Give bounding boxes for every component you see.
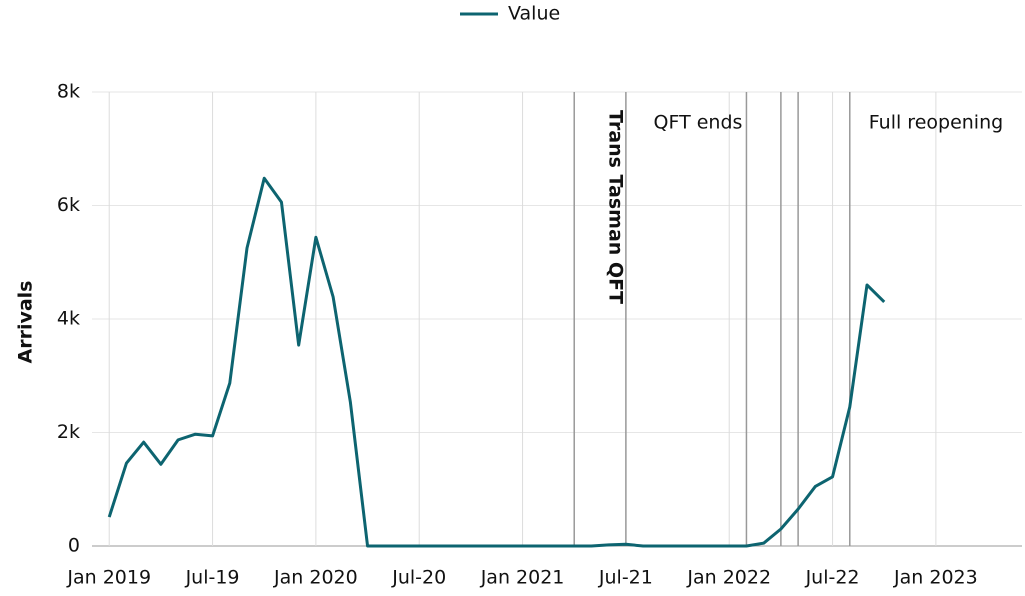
y-tick-label: 4k <box>57 308 80 330</box>
line-series <box>107 176 886 548</box>
y-tick-label: 0 <box>68 535 80 557</box>
y-tick-label: 2k <box>57 421 80 443</box>
x-tick-label: Jul-22 <box>805 567 860 589</box>
x-tick-label: Jan 2021 <box>480 567 565 589</box>
x-tick-label: Jan 2023 <box>893 567 978 589</box>
x-tick-label: Jan 2022 <box>686 567 771 589</box>
x-tick-label: Jan 2019 <box>66 567 151 589</box>
legend-label: Value <box>508 3 560 25</box>
x-tick-label: Jul-21 <box>598 567 653 589</box>
annotation: Full reopening <box>869 112 1003 134</box>
annotation: QFT ends <box>654 112 743 134</box>
x-tick-label: Jan 2020 <box>273 567 358 589</box>
y-axis-label: Arrivals <box>15 281 37 364</box>
y-tick-label: 8k <box>57 81 80 103</box>
annotation: Trans Tasman QFT <box>605 110 627 304</box>
x-tick-label: Jul-19 <box>185 567 240 589</box>
y-tick-label: 6k <box>57 194 80 216</box>
x-tick-label: Jul-20 <box>391 567 446 589</box>
